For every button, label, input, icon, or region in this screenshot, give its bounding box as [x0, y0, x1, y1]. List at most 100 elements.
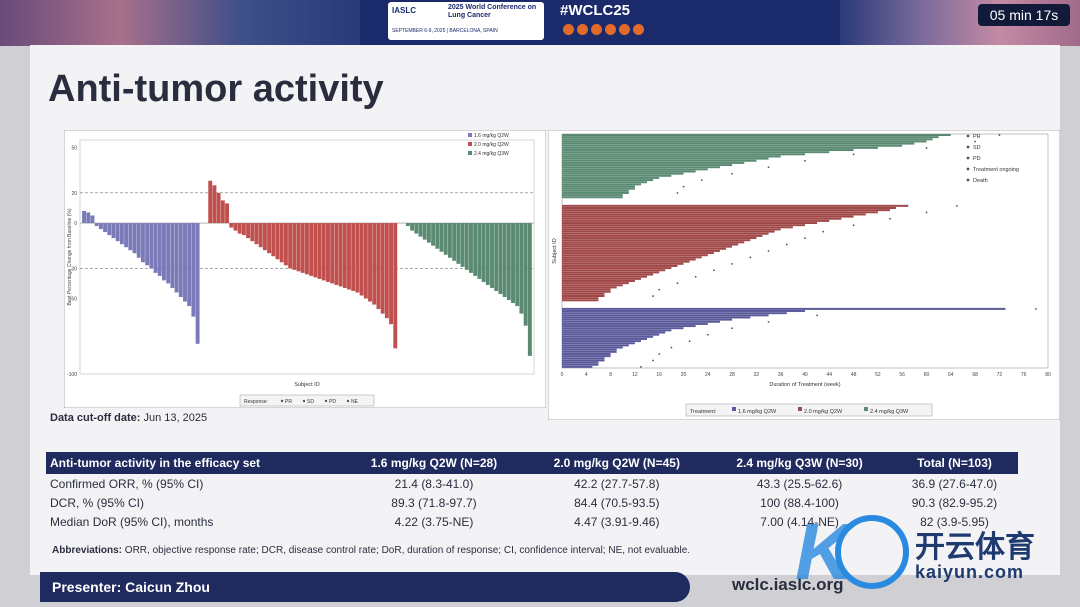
swimmer-bar: [562, 234, 763, 237]
waterfall-bar: [267, 223, 272, 254]
x-tick-label: 56: [899, 372, 905, 378]
swimmer-bar: [562, 247, 727, 250]
swimmer-bar: [562, 264, 678, 267]
waterfall-bar: [309, 223, 314, 276]
death-marker: [955, 205, 958, 207]
waterfall-bar: [103, 223, 108, 233]
swimmer-bar: [562, 155, 781, 158]
x-tick-label: 16: [656, 372, 662, 378]
waterfall-bar: [431, 223, 436, 246]
presenter-name: Presenter: Caicun Zhou: [52, 579, 210, 595]
death-marker: [652, 295, 655, 297]
waterfall-bar: [368, 223, 372, 302]
instagram-icon: [605, 24, 616, 35]
social-icons: [563, 24, 644, 35]
swimmer-bar: [562, 316, 751, 319]
swimmer-bar: [562, 245, 733, 248]
swimmer-bar: [562, 352, 611, 355]
swimmer-bar: [562, 327, 684, 330]
waterfall-bar: [456, 223, 461, 264]
waterfall-bar: [98, 223, 103, 230]
swimmer-bar: [562, 217, 842, 220]
death-marker: [925, 211, 928, 214]
x-tick-label: 0: [561, 372, 564, 378]
swimmer-bar: [562, 213, 866, 216]
swimmer-bar: [562, 279, 635, 282]
conference-name: 2025 World Conference on Lung Cancer: [448, 4, 537, 19]
death-marker: [640, 366, 642, 368]
waterfall-bar: [140, 223, 145, 263]
swimmer-bar: [562, 357, 605, 360]
y-tick-label: 20: [71, 191, 77, 197]
x-tick-label: 32: [754, 372, 760, 378]
response-legend-item: NE: [351, 399, 359, 405]
conference-logo: [388, 2, 544, 40]
table-cell: 89.3 (71.8-97.7): [391, 495, 477, 510]
table-cell: Median DoR (95% CI), months: [50, 514, 214, 529]
waterfall-bar: [342, 223, 347, 288]
waterfall-bar: [246, 223, 251, 239]
soccer-ball-icon: [835, 515, 909, 589]
treatment-legend-item: 1.6 mg/kg Q2W: [738, 409, 777, 415]
wechat-icon: [633, 24, 644, 35]
death-marker: [998, 134, 1001, 136]
x-tick-label: 4: [585, 372, 588, 378]
waterfall-bar: [338, 223, 343, 287]
swimmer-bar: [562, 310, 805, 313]
swimmer-bar: [562, 275, 648, 278]
death-marker: [889, 217, 891, 220]
waterfall-bar: [330, 223, 335, 284]
swimmer-bar: [562, 277, 641, 280]
waterfall-bar: [410, 223, 415, 231]
website-url[interactable]: wclc.iaslc.org: [732, 575, 844, 594]
waterfall-bar: [212, 185, 217, 224]
waterfall-bar: [149, 223, 154, 269]
swimmer-bar: [562, 181, 648, 184]
waterfall-bar: [187, 223, 192, 307]
swimmer-bar: [562, 222, 818, 225]
waterfall-bar: [82, 210, 87, 224]
waterfall-bar: [174, 223, 179, 293]
waterfall-bar: [275, 223, 280, 260]
waterfall-bar: [422, 223, 427, 240]
conference-dates: SEPTEMBER 6-9, 2025 | BARCELONA, SPAIN: [392, 28, 498, 34]
table-header-cell: 2.4 mg/kg Q3W (N=30): [708, 452, 891, 474]
waterfall-chart: 50 20 0 -30 -50 -100 Best Percentage Change fr…: [64, 130, 546, 408]
swimmer-bar: [562, 153, 805, 156]
death-marker: [731, 327, 733, 330]
death-marker: [816, 314, 819, 317]
waterfall-bar: [128, 223, 133, 251]
waterfall-bar: [473, 223, 478, 276]
treatment-legend-title: Treatment:: [690, 409, 717, 415]
death-marker: [706, 333, 709, 336]
swimmer-bar: [562, 284, 623, 287]
y-tick-label: -100: [67, 372, 77, 378]
swimmer-bar: [562, 282, 629, 285]
timer: 05 min 17s: [978, 4, 1070, 26]
swimmer-bar: [562, 191, 629, 194]
response-legend-box: [239, 394, 375, 407]
swimmer-bar: [562, 170, 696, 173]
swimmer-bar: [562, 350, 617, 353]
waterfall-bar: [506, 223, 511, 301]
waterfall-bar: [435, 223, 440, 249]
death-marker: [688, 340, 691, 343]
waterfall-bar: [216, 192, 221, 224]
death-marker: [731, 172, 733, 175]
swimmer-bar: [562, 209, 891, 212]
swimmer-bar: [562, 359, 605, 362]
swimmer-bar: [562, 271, 660, 274]
table-cell: 21.4 (8.3-41.0): [394, 476, 474, 491]
swimmer-bar: [562, 187, 635, 190]
abbreviations: Abbreviations: ORR, objective response r…: [52, 545, 690, 556]
legend-swatch: [468, 151, 472, 155]
waterfall-bar: [94, 223, 99, 227]
swimmer-bar: [562, 164, 733, 167]
waterfall-bar: [166, 223, 171, 284]
waterfall-bar: [229, 223, 234, 228]
waterfall-bar: [502, 223, 507, 298]
waterfall-bar: [351, 223, 356, 291]
swimmer-bar: [562, 329, 672, 332]
waterfall-bar: [447, 223, 452, 258]
response-marker: [324, 399, 328, 403]
